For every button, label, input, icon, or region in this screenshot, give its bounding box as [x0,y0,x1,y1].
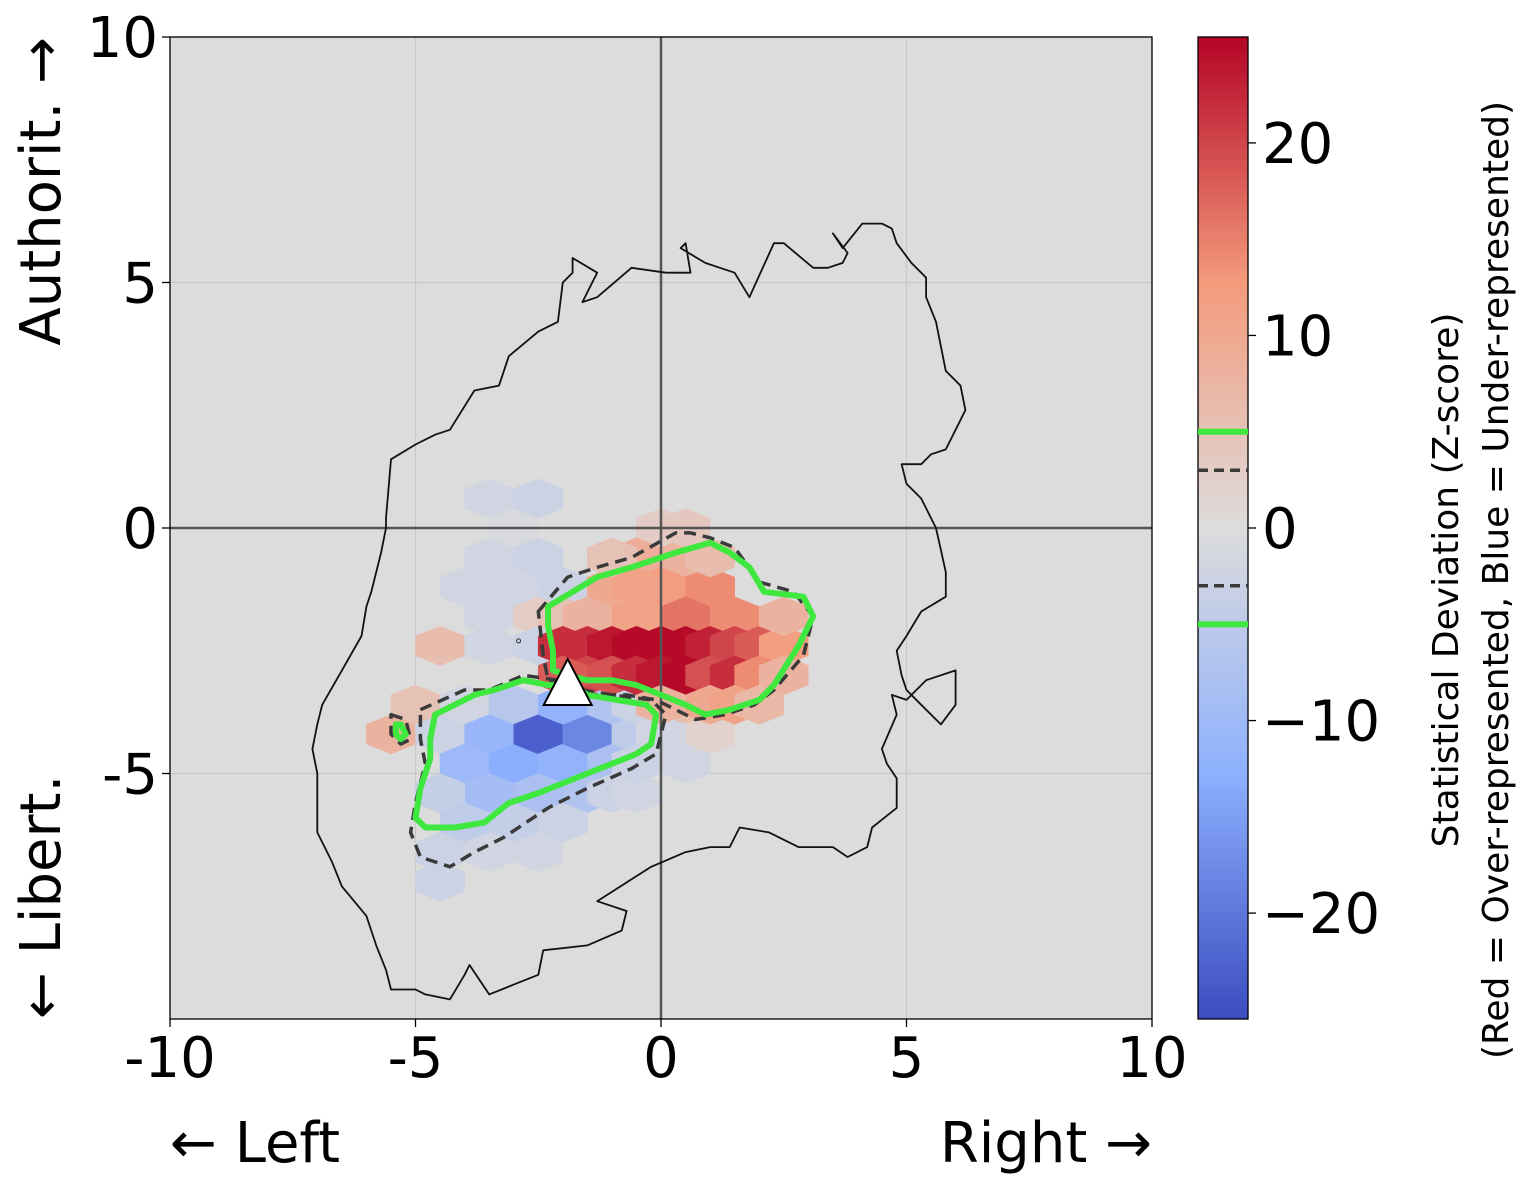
plot-area: -10 -5 0 5 10 -5 0 5 10 [87,6,1188,1091]
colorbar-ticks: 20 10 0 −10 −20 [1248,112,1380,947]
y-axis-label-bottom: ← Libert. [9,775,74,1019]
x-axis-label-right: Right → [940,1111,1152,1176]
hex-cell [415,861,465,902]
dashed-threshold-contour [389,712,413,746]
hex-cell [734,684,785,725]
hex-cell [513,832,564,872]
colorbar-tick-label: −20 [1262,882,1380,947]
y-axis-label-top: Authorit. → [9,37,74,346]
x-tick-label: 5 [889,1026,925,1091]
y-tick-label: 10 [87,6,158,71]
triangle-marker [542,656,594,707]
colorbar: 20 10 0 −10 −20 [1197,36,1380,1020]
green-threshold-contour [392,721,409,743]
colorbar-label-line2: (Red = Over-represented, Blue = Under-re… [1476,101,1517,1059]
colorbar-tick-label: −10 [1262,690,1380,755]
marker-layer [516,638,594,707]
x-tick-label: 0 [643,1026,679,1091]
y-axis-ticks: -5 0 5 10 [87,6,170,808]
green-threshold-contour [412,677,660,831]
outer-density-contour [311,222,967,1001]
hex-cell [513,478,564,519]
x-axis-label-left: ← Left [170,1111,340,1176]
x-axis-ticks: -10 -5 0 5 10 [124,1019,1188,1091]
zero-axis-lines [170,37,1152,1019]
colorbar-tick-label: 20 [1262,112,1333,177]
y-tick-label: 5 [122,252,158,317]
y-tick-label: 0 [122,497,158,562]
colorbar-threshold-lines [1198,428,1248,628]
contour-layer [311,222,967,1001]
small-point [516,638,522,644]
x-tick-label: 10 [1116,1026,1187,1091]
y-tick-label: -5 [102,743,158,808]
colorbar-tick-label: 10 [1262,304,1333,369]
x-tick-label: -5 [388,1026,444,1091]
colorbar-tick-label: 0 [1262,497,1298,562]
colorbar-label-line1: Statistical Deviation (Z-score) [1426,313,1467,848]
x-tick-label: -10 [124,1026,215,1091]
colorbar-bar [1197,36,1249,1020]
